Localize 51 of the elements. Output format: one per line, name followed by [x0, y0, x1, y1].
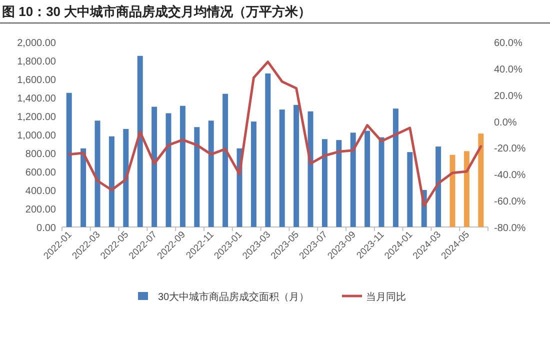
bar [294, 104, 300, 227]
y-tick-label: 0.00 [36, 223, 56, 234]
bar [94, 120, 100, 227]
line-series [68, 60, 482, 208]
bar [464, 151, 470, 227]
bar [194, 127, 200, 227]
bar [250, 122, 256, 227]
y2-tick-label: 60.0% [494, 38, 522, 49]
y2-tick-label: -80.0% [494, 223, 526, 234]
y-tick-label: 200.00 [25, 204, 56, 216]
legend-label: 当月同比 [366, 291, 406, 303]
bar [180, 106, 186, 227]
bar [378, 137, 384, 227]
y-tick-label: 800.00 [25, 149, 56, 160]
bar [137, 56, 143, 227]
y-tick-label: 2,000.00 [17, 38, 56, 49]
bar [123, 128, 129, 227]
bar [152, 106, 158, 227]
y-tick-label: 1,400.00 [17, 94, 56, 104]
bar [407, 152, 413, 227]
bar [222, 94, 228, 227]
bar [436, 146, 442, 227]
bar [322, 139, 328, 227]
y2-tick-label: 40.0% [494, 64, 522, 76]
bar [450, 154, 456, 227]
y-tick-label: 1,200.00 [17, 112, 56, 123]
bar [350, 132, 356, 227]
y-tick-label: 1,000.00 [17, 130, 56, 142]
bar [364, 130, 370, 227]
y-tick-label: 400.00 [25, 186, 56, 197]
bar [478, 134, 484, 227]
y2-tick-label: -40.0% [494, 170, 526, 182]
y-tick-label: 1,800.00 [17, 56, 56, 68]
legend-label: 30大中城市商品房成交面积（月） [158, 291, 310, 303]
bar [80, 148, 86, 227]
chart-title: 图 10：30 大中城市商品房成交月均情况（万平方米） [2, 4, 312, 19]
bar [208, 120, 214, 227]
y2-tick-label: -20.0% [494, 144, 526, 155]
bar [308, 111, 314, 227]
bar [265, 73, 271, 227]
bar [392, 108, 398, 227]
y2-tick-label: 20.0% [494, 90, 522, 102]
y2-tick-label: -60.0% [494, 196, 526, 208]
bar [108, 136, 114, 227]
bar [279, 110, 285, 227]
bar [166, 113, 172, 227]
y2-tick-label: 0.0% [494, 117, 517, 128]
y-tick-label: 600.00 [25, 168, 56, 178]
bar [336, 140, 342, 227]
y-tick-label: 1,600.00 [17, 75, 56, 86]
bar [66, 92, 72, 227]
